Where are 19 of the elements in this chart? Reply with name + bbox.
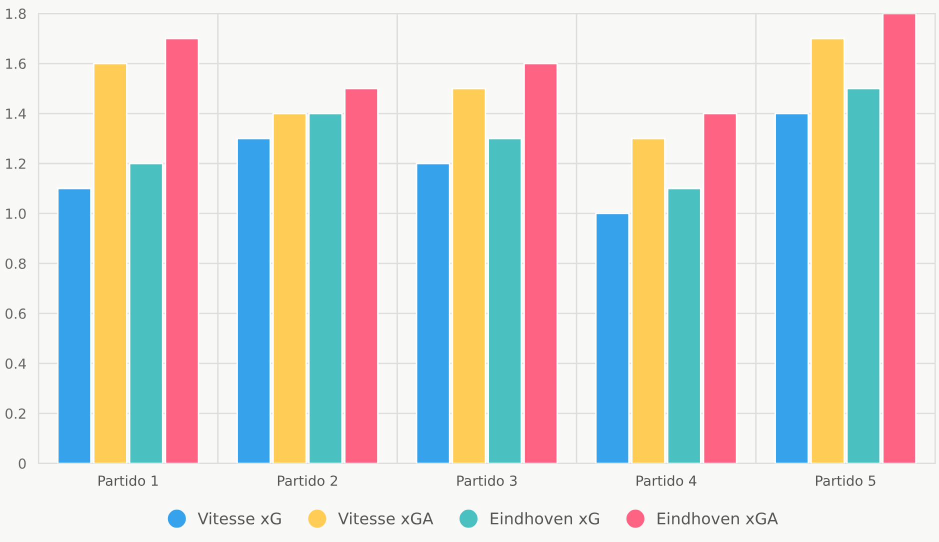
x-tick-label: Partido 3 [457, 475, 517, 486]
y-tick-label: 1.6 [6, 58, 26, 70]
y-tick-label: 1.0 [6, 208, 26, 219]
y-tick-label: 0.2 [6, 408, 26, 419]
x-tick-label: Partido 2 [278, 475, 338, 486]
x-tick-label: Partido 1 [98, 475, 158, 486]
legend-label: Eindhoven xGA [658, 512, 778, 525]
y-tick-label: 0.6 [6, 308, 26, 319]
x-tick-label: Partido 5 [816, 475, 876, 486]
y-tick-label: 1.8 [6, 8, 26, 20]
y-tick-label: 0.4 [6, 358, 26, 369]
y-tick-label: 1.4 [6, 108, 26, 119]
legend-label: Eindhoven xG [490, 512, 599, 525]
y-tick-label: 0.8 [6, 258, 26, 269]
legend-label: Vitesse xGA [338, 512, 434, 525]
x-tick-label: Partido 4 [636, 475, 696, 486]
y-tick-label: 1.2 [6, 158, 26, 169]
y-tick-label: 0 [18, 458, 26, 469]
legend-label: Vitesse xG [198, 512, 281, 525]
